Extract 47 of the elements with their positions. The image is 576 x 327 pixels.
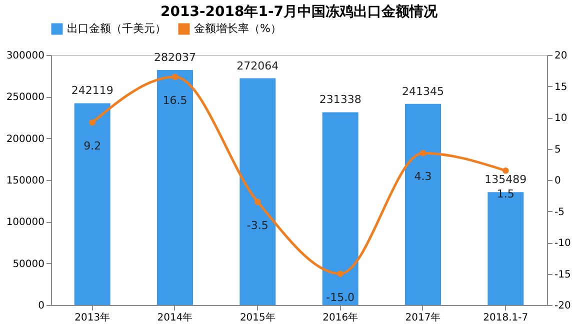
bar — [240, 78, 276, 305]
chart-title: 2013-2018年1-7月中国冻鸡出口金额情况 — [160, 3, 439, 20]
point — [420, 150, 426, 156]
y2-tick-label: 20 — [554, 50, 568, 62]
y2-tick-label: -10 — [554, 238, 571, 249]
point — [502, 167, 509, 174]
data-label: 4.3 — [414, 170, 432, 184]
data-label: 16.5 — [162, 94, 188, 107]
bar — [322, 112, 358, 305]
x-tick-label: 2017年 — [405, 312, 441, 324]
data-label: 282037 — [154, 50, 196, 64]
point — [89, 119, 96, 126]
x-tick-label: 2013年 — [74, 312, 110, 324]
y2-tick-label: -15 — [554, 269, 571, 280]
data-label: -3.5 — [246, 218, 268, 232]
data-label: 135489 — [484, 173, 527, 186]
x-tick-label: 2018.1-7 — [483, 312, 528, 324]
point — [337, 270, 344, 277]
x-tick-label: 2014年 — [157, 312, 193, 324]
bar — [157, 70, 193, 305]
bar — [405, 104, 441, 305]
y-tick-label: 300000 — [6, 50, 44, 62]
data-label: 231338 — [319, 93, 362, 106]
y-tick-label: 250000 — [6, 92, 44, 104]
point — [172, 74, 178, 80]
bar — [74, 103, 110, 305]
data-label: 272064 — [236, 59, 279, 72]
y-tick-label: 100000 — [6, 217, 44, 228]
data-label: -15.0 — [326, 290, 355, 304]
data-label: 242119 — [71, 84, 114, 98]
y2-tick-label: 10 — [554, 113, 568, 124]
y2-tick-label: 5 — [554, 144, 561, 156]
y-tick-label: 150000 — [6, 176, 44, 186]
y2-tick-label: 15 — [554, 82, 568, 93]
y-tick-label: 50000 — [12, 258, 44, 270]
y-tick-label: 200000 — [6, 134, 44, 145]
y2-tick-label: 0 — [554, 176, 561, 186]
x-tick-label: 2015年 — [240, 312, 276, 324]
y-tick-label: 0 — [38, 300, 44, 312]
y2-tick-label: -5 — [554, 206, 564, 218]
y2-tick-label: -20 — [554, 300, 571, 312]
data-label: 241345 — [402, 84, 444, 98]
data-label: 9.2 — [84, 140, 102, 152]
point — [254, 198, 261, 206]
legend-label: 出口金额（千美元） — [67, 22, 166, 35]
legend-label: 金额增长率（%） — [194, 22, 282, 35]
x-tick-label: 2016年 — [322, 312, 358, 324]
